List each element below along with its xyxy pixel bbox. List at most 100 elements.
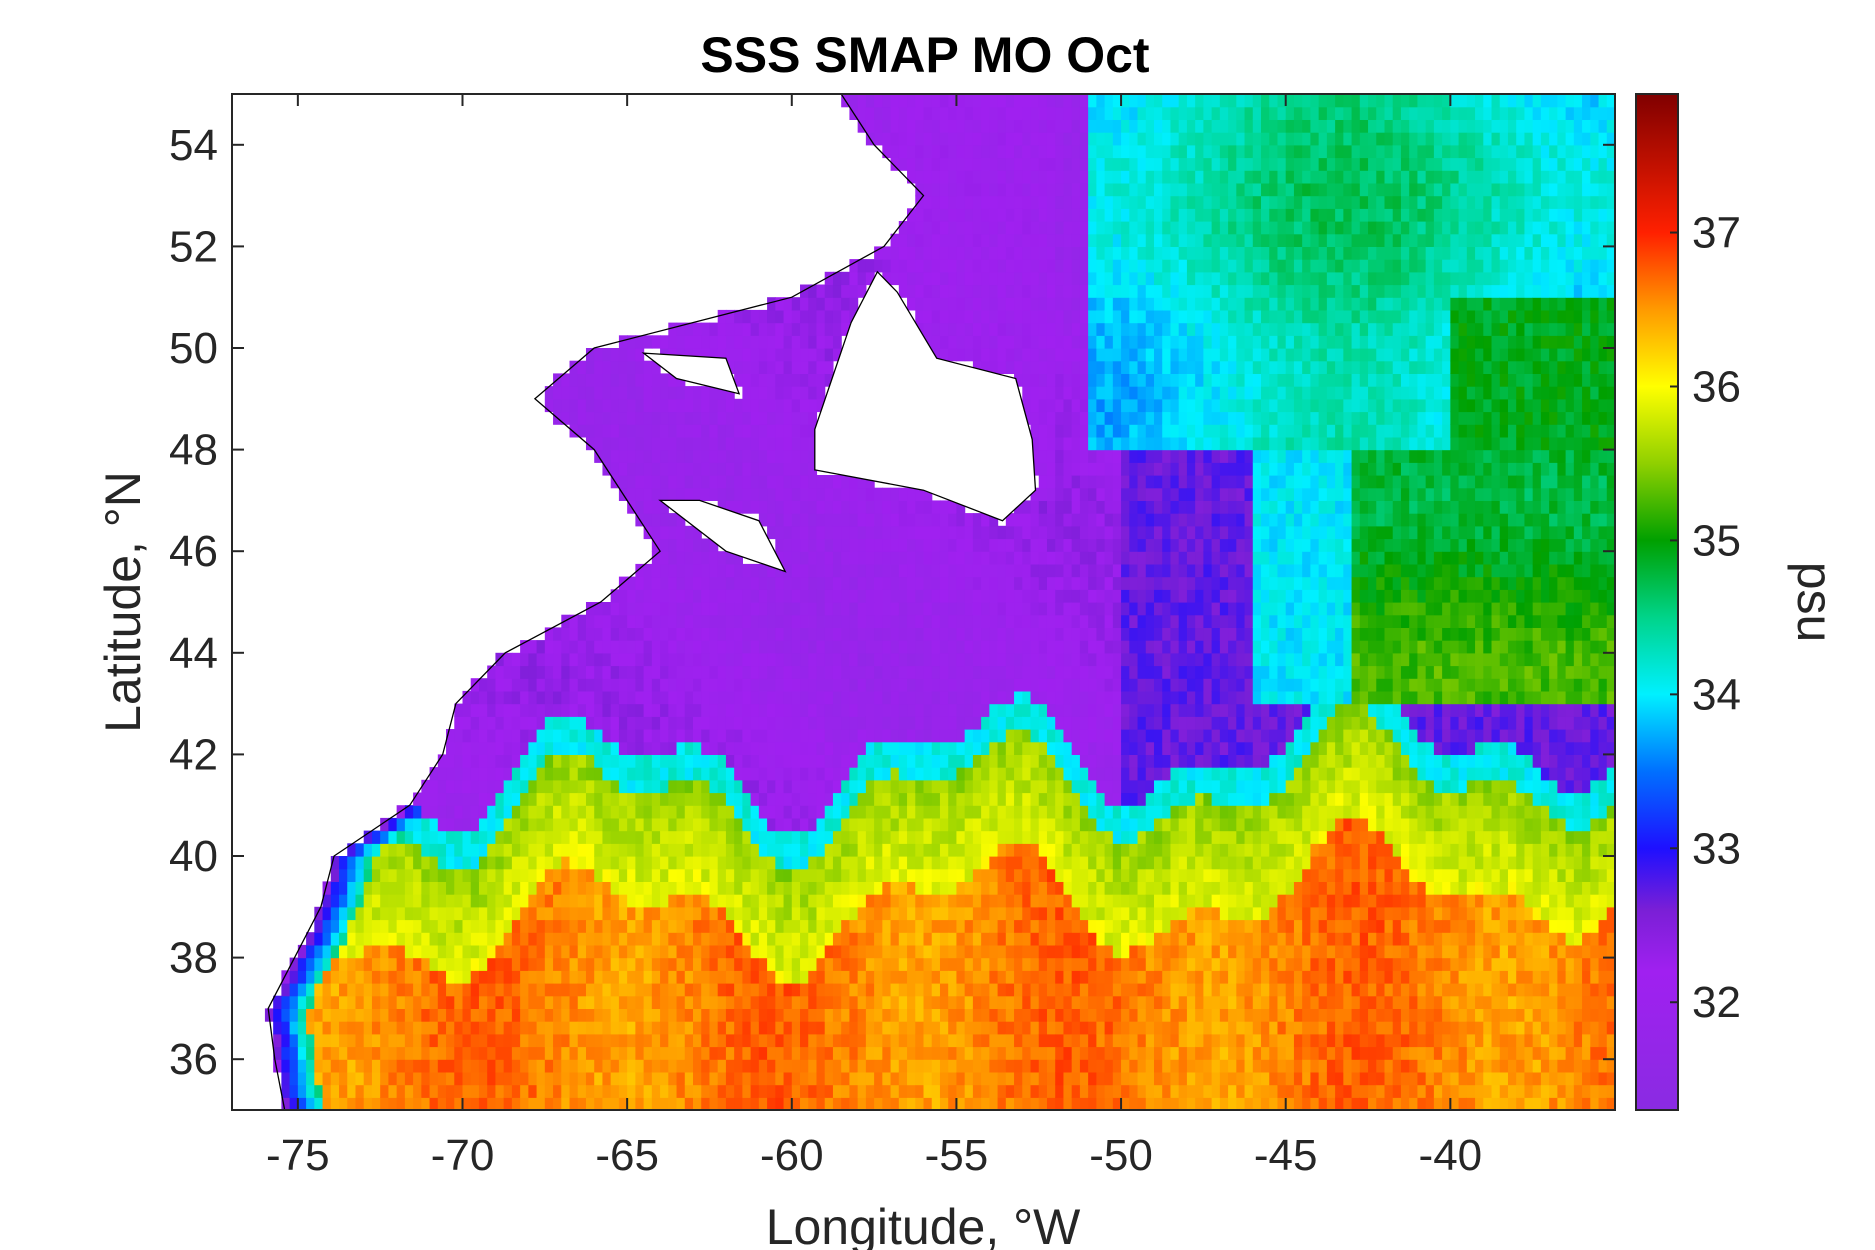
salinity-cell: [948, 221, 958, 235]
salinity-cell: [684, 703, 694, 717]
salinity-cell: [668, 767, 678, 781]
salinity-cell: [1055, 919, 1065, 933]
salinity-cell: [585, 652, 595, 667]
salinity-cell: [915, 297, 925, 311]
salinity-cell: [890, 1008, 900, 1022]
salinity-cell: [709, 843, 719, 857]
salinity-cell: [643, 1084, 653, 1098]
salinity-cell: [849, 868, 859, 882]
salinity-cell: [1055, 589, 1065, 603]
salinity-cell: [339, 919, 348, 933]
salinity-cell: [396, 1059, 406, 1073]
salinity-cell: [725, 309, 735, 324]
salinity-cell: [1005, 322, 1015, 336]
salinity-cell: [421, 856, 431, 870]
salinity-cell: [1022, 703, 1032, 717]
salinity-cell: [931, 170, 941, 184]
salinity-cell: [520, 906, 529, 921]
salinity-cell: [289, 1008, 299, 1022]
salinity-cell: [701, 729, 711, 743]
salinity-cell: [1030, 259, 1040, 273]
salinity-cell: [585, 398, 595, 413]
salinity-cell: [627, 690, 636, 705]
salinity-cell: [915, 271, 925, 286]
salinity-cell: [610, 652, 620, 667]
salinity-cell: [816, 386, 826, 400]
salinity-cell: [923, 1046, 933, 1060]
salinity-cell: [1038, 741, 1048, 755]
salinity-cell: [1030, 868, 1040, 882]
salinity-cell: [454, 767, 464, 781]
salinity-cell: [330, 881, 340, 895]
salinity-cell: [355, 1033, 365, 1048]
salinity-cell: [816, 843, 826, 857]
salinity-cell: [783, 424, 793, 438]
salinity-cell: [939, 271, 949, 286]
salinity-cell: [717, 906, 727, 921]
salinity-cell: [511, 716, 521, 730]
salinity-cell: [824, 703, 834, 717]
salinity-cell: [981, 627, 990, 641]
salinity-cell: [553, 830, 562, 844]
salinity-cell: [849, 487, 859, 501]
salinity-cell: [981, 208, 990, 222]
salinity-cell: [1063, 449, 1073, 463]
salinity-cell: [388, 944, 398, 959]
salinity-cell: [972, 906, 982, 921]
salinity-cell: [306, 983, 315, 997]
salinity-cell: [989, 716, 999, 730]
salinity-cell: [660, 805, 669, 819]
salinity-cell: [561, 729, 571, 743]
salinity-cell: [939, 856, 949, 870]
salinity-cell: [676, 894, 686, 908]
salinity-cell: [1063, 551, 1073, 565]
salinity-cell: [783, 1071, 793, 1086]
salinity-cell: [585, 830, 595, 844]
salinity-cell: [1046, 259, 1056, 273]
salinity-cell: [660, 640, 669, 654]
salinity-cell: [956, 970, 966, 984]
salinity-cell: [306, 970, 315, 984]
salinity-cell: [931, 830, 941, 844]
salinity-cell: [347, 1097, 357, 1111]
salinity-cell: [1022, 259, 1032, 273]
salinity-cell: [841, 538, 851, 552]
salinity-cell: [289, 995, 299, 1009]
salinity-cell: [964, 563, 974, 578]
salinity-cell: [1063, 970, 1073, 984]
salinity-cell: [939, 779, 949, 794]
salinity-cell: [750, 487, 760, 501]
salinity-cell: [775, 576, 785, 590]
salinity-cell: [923, 513, 933, 527]
salinity-cell: [528, 1097, 538, 1111]
salinity-cell: [585, 602, 595, 616]
salinity-cell: [536, 906, 546, 921]
salinity-cell: [972, 1033, 982, 1048]
salinity-cell: [1038, 652, 1048, 667]
salinity-cell: [725, 1033, 735, 1048]
salinity-cell: [684, 614, 694, 628]
salinity-cell: [709, 856, 719, 870]
salinity-cell: [931, 1008, 941, 1022]
salinity-cell: [915, 919, 925, 933]
salinity-cell: [1079, 906, 1089, 921]
salinity-cell: [742, 995, 752, 1009]
salinity-cell: [503, 703, 513, 717]
salinity-cell: [1063, 335, 1073, 349]
salinity-cell: [1071, 436, 1081, 451]
salinity-cell: [273, 995, 282, 1009]
salinity-cell: [1071, 627, 1081, 641]
salinity-cell: [898, 106, 908, 120]
salinity-cell: [791, 487, 801, 501]
salinity-cell: [536, 830, 546, 844]
salinity-cell: [511, 767, 521, 781]
salinity-cell: [808, 1021, 818, 1035]
salinity-cell: [1088, 995, 1097, 1009]
salinity-cell: [832, 741, 842, 755]
salinity-cell: [1088, 106, 1097, 120]
salinity-cell: [717, 652, 727, 667]
salinity-cell: [1038, 106, 1048, 120]
salinity-cell: [709, 741, 719, 755]
salinity-cell: [396, 1097, 406, 1111]
salinity-cell: [1088, 297, 1097, 311]
